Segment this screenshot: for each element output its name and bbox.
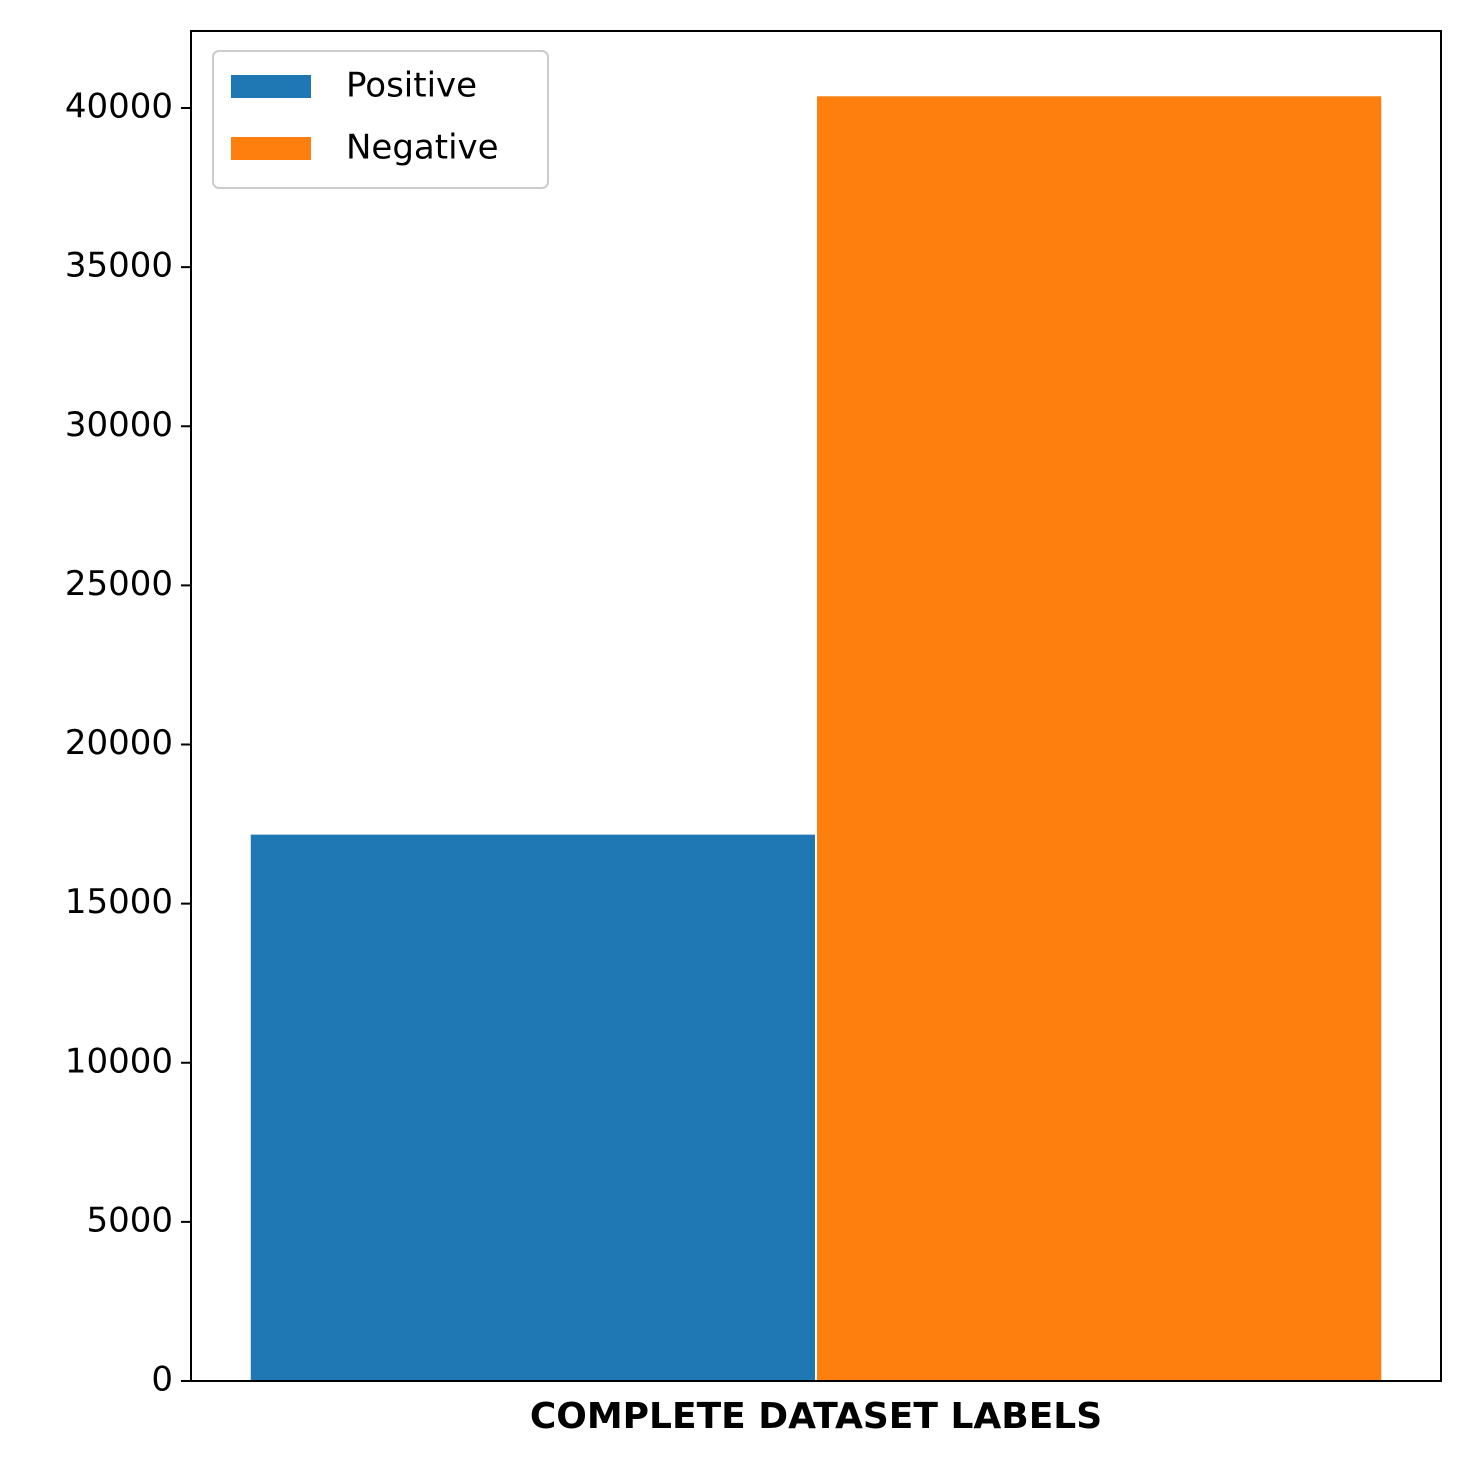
legend: Positive Negative xyxy=(212,50,549,189)
bar xyxy=(815,94,1384,1382)
legend-label: Positive xyxy=(346,66,477,106)
y-tick-label: 25000 xyxy=(65,564,173,604)
y-tick-label: 5000 xyxy=(86,1200,173,1240)
y-tick-label: 35000 xyxy=(65,246,173,286)
axes-frame xyxy=(190,30,1442,1382)
y-tick-label: 30000 xyxy=(65,405,173,445)
legend-label: Negative xyxy=(346,128,499,168)
y-tick-label: 15000 xyxy=(65,882,173,922)
legend-swatch xyxy=(231,137,311,160)
x-axis-label: COMPLETE DATASET LABELS xyxy=(530,1396,1102,1437)
y-tick-label: 0 xyxy=(151,1360,173,1400)
y-tick-label: 10000 xyxy=(65,1041,173,1081)
legend-swatch xyxy=(231,75,311,98)
y-tick-label: 20000 xyxy=(65,723,173,763)
bar xyxy=(248,832,817,1382)
y-tick-label: 40000 xyxy=(65,87,173,127)
